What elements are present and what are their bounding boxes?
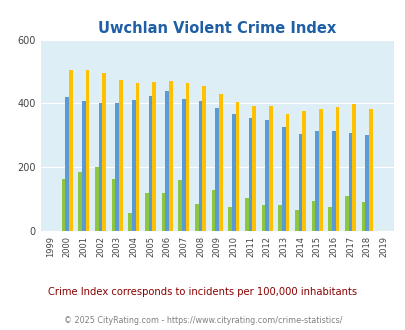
Bar: [315, 131, 318, 231]
Bar: [261, 205, 265, 231]
Bar: [148, 96, 152, 231]
Bar: [298, 134, 302, 231]
Bar: [111, 179, 115, 231]
Bar: [331, 131, 335, 231]
Bar: [168, 81, 172, 231]
Bar: [335, 107, 339, 231]
Text: Crime Index corresponds to incidents per 100,000 inhabitants: Crime Index corresponds to incidents per…: [48, 287, 357, 297]
Bar: [161, 193, 165, 231]
Bar: [62, 179, 65, 231]
Bar: [285, 114, 289, 231]
Bar: [194, 204, 198, 231]
Title: Uwchlan Violent Crime Index: Uwchlan Violent Crime Index: [98, 21, 335, 36]
Bar: [302, 112, 305, 231]
Bar: [145, 193, 148, 231]
Bar: [119, 80, 122, 231]
Bar: [181, 99, 185, 231]
Bar: [152, 82, 156, 231]
Bar: [211, 189, 215, 231]
Bar: [311, 201, 315, 231]
Bar: [318, 109, 322, 231]
Bar: [248, 118, 252, 231]
Bar: [165, 91, 168, 231]
Bar: [219, 94, 222, 231]
Bar: [65, 97, 69, 231]
Bar: [252, 106, 256, 231]
Bar: [85, 70, 89, 231]
Bar: [368, 109, 372, 231]
Bar: [232, 114, 235, 231]
Bar: [132, 100, 135, 231]
Bar: [352, 104, 355, 231]
Bar: [364, 135, 368, 231]
Bar: [348, 133, 352, 231]
Bar: [235, 102, 239, 231]
Bar: [245, 197, 248, 231]
Bar: [198, 101, 202, 231]
Bar: [361, 202, 364, 231]
Bar: [185, 83, 189, 231]
Bar: [95, 167, 98, 231]
Bar: [102, 73, 106, 231]
Bar: [269, 106, 272, 231]
Bar: [278, 206, 281, 231]
Bar: [215, 108, 219, 231]
Bar: [328, 207, 331, 231]
Bar: [69, 70, 72, 231]
Bar: [82, 101, 85, 231]
Bar: [98, 103, 102, 231]
Bar: [78, 172, 82, 231]
Bar: [281, 127, 285, 231]
Bar: [344, 196, 348, 231]
Bar: [115, 103, 119, 231]
Text: © 2025 CityRating.com - https://www.cityrating.com/crime-statistics/: © 2025 CityRating.com - https://www.city…: [64, 316, 341, 325]
Bar: [265, 120, 269, 231]
Bar: [135, 83, 139, 231]
Bar: [294, 210, 298, 231]
Bar: [202, 86, 206, 231]
Bar: [178, 180, 181, 231]
Bar: [128, 214, 132, 231]
Bar: [228, 207, 232, 231]
